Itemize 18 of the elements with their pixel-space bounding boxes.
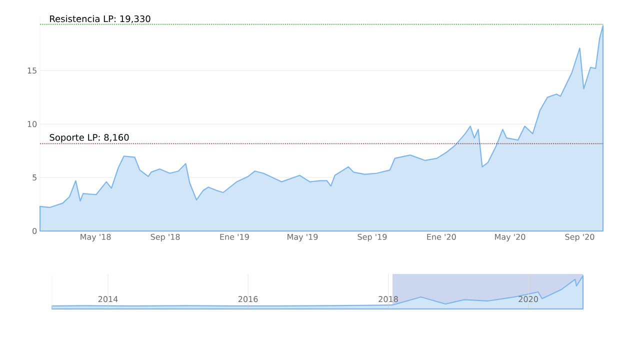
x-tick-label: 2018: [378, 296, 398, 302]
ref-line-label: Soporte LP: 8,160: [50, 134, 129, 143]
x-tick-label: May '18: [80, 234, 111, 242]
y-tick-label: 0: [32, 228, 37, 234]
x-tick-label: Ene '20: [427, 234, 456, 240]
x-tick-label: 2020: [518, 296, 538, 302]
y-tick-label: 5: [32, 174, 36, 180]
x-tick-label: Sep '20: [565, 234, 594, 242]
x-tick-label: May '19: [288, 234, 318, 242]
ref-line-label: Resistencia LP: 19,330: [50, 15, 150, 24]
x-tick-label: May '20: [495, 234, 526, 242]
x-tick-label: Sep '19: [358, 234, 387, 242]
y-tick-label: 10: [28, 121, 37, 128]
y-tick-label: 15: [28, 68, 36, 74]
x-tick-label: Sep '18: [150, 234, 180, 242]
x-tick-label: 2014: [98, 296, 118, 302]
x-tick-label: Ene '19: [220, 234, 249, 240]
x-tick-label: 2016: [238, 296, 258, 302]
